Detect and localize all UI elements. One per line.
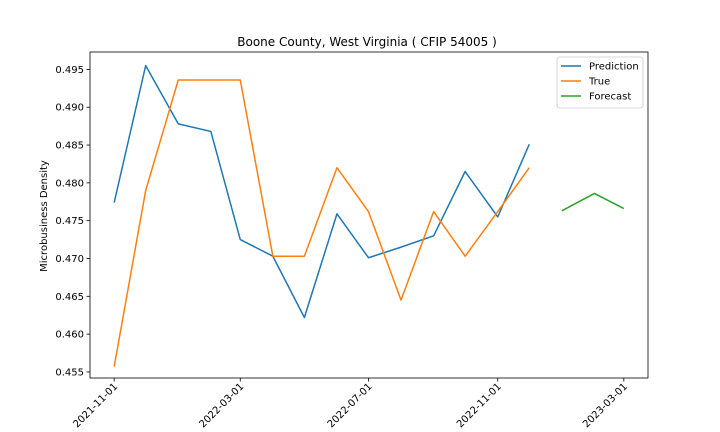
- x-tick-label: 2022-07-01: [326, 381, 375, 430]
- x-tick-label: 2021-11-01: [71, 381, 120, 430]
- axes-frame: [89, 51, 649, 379]
- y-tick-label: 0.480: [55, 178, 84, 189]
- y-tick-label: 0.490: [55, 103, 84, 114]
- x-tick-label: 2022-11-01: [455, 381, 504, 430]
- series-line-prediction: [113, 64, 530, 319]
- x-tick-label: 2023-03-01: [581, 381, 630, 430]
- plot-area: 0.455 0.460 0.465 0.470 0.475 0.480 0.485 0.490…: [55, 51, 649, 430]
- y-tick-label: 0.475: [55, 216, 84, 227]
- legend-label-true: True: [588, 77, 610, 88]
- y-tick-label: 0.495: [55, 65, 84, 76]
- chart-title: Boone County, West Virginia ( CFIP 54005…: [237, 35, 497, 49]
- legend-label-forecast: Forecast: [589, 92, 631, 103]
- series-line-true: [113, 79, 530, 367]
- legend-label-prediction: Prediction: [589, 62, 639, 73]
- y-tick-label: 0.485: [55, 141, 84, 152]
- y-tick-label: 0.465: [55, 292, 84, 303]
- y-tick-label: 0.460: [55, 330, 84, 341]
- series-line-forecast: [561, 192, 625, 212]
- legend: Prediction True Forecast: [556, 56, 644, 109]
- y-tick-label: 0.455: [55, 367, 84, 378]
- x-tick-label: 2022-03-01: [198, 381, 247, 430]
- y-axis-label: Microbusiness Density: [39, 160, 50, 272]
- y-tick-label: 0.470: [55, 254, 84, 265]
